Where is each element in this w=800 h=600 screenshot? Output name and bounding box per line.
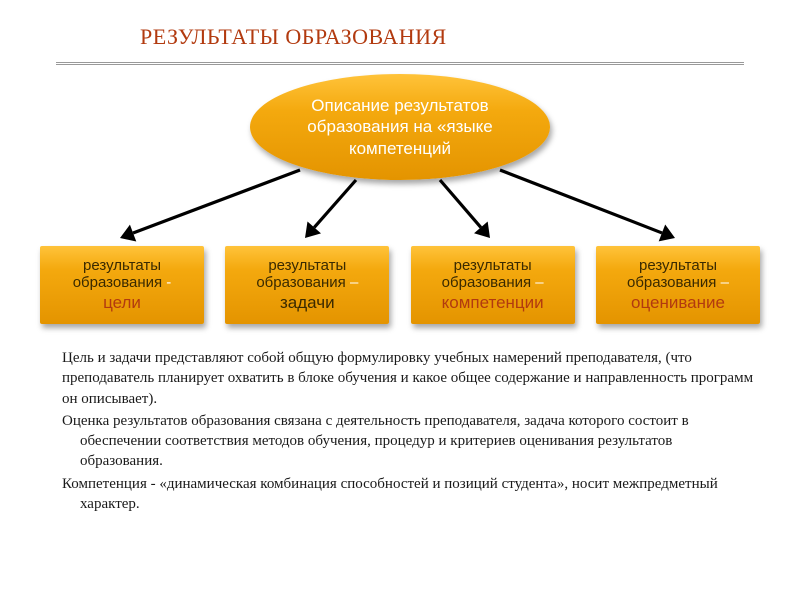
central-ellipse: Описание результатов образования на «язы…: [250, 74, 550, 180]
arrow: [120, 170, 300, 241]
body-paragraph: Оценка результатов образования связана с…: [44, 411, 756, 472]
arrow: [440, 180, 490, 238]
body-text: Цель и задачи представляют собой общую ф…: [44, 348, 756, 516]
result-box-keyword: задачи: [280, 293, 335, 313]
result-box-prefix: результаты образования –: [417, 257, 569, 291]
page-title: РЕЗУЛЬТАТЫ ОБРАЗОВАНИЯ: [140, 24, 800, 50]
title-area: РЕЗУЛЬТАТЫ ОБРАЗОВАНИЯ: [0, 0, 800, 56]
arrow: [305, 180, 356, 238]
result-boxes-row: результаты образования - целирезультаты …: [40, 246, 760, 324]
body-paragraph: Цель и задачи представляют собой общую ф…: [44, 348, 756, 409]
result-box: результаты образования – компетенции: [411, 246, 575, 324]
title-divider: [56, 62, 744, 65]
ellipse-text: Описание результатов образования на «язы…: [276, 95, 524, 159]
result-box-keyword: оценивание: [631, 293, 725, 313]
result-box: результаты образования – задачи: [225, 246, 389, 324]
result-box-keyword: компетенции: [442, 293, 544, 313]
result-box: результаты образования – оценивание: [596, 246, 760, 324]
result-box-prefix: результаты образования –: [602, 257, 754, 291]
result-box-keyword: цели: [103, 293, 141, 313]
arrow: [500, 170, 675, 241]
result-box-prefix: результаты образования –: [231, 257, 383, 291]
result-box-prefix: результаты образования -: [46, 257, 198, 291]
body-paragraph: Компетенция - «динамическая комбинация с…: [44, 474, 756, 515]
result-box: результаты образования - цели: [40, 246, 204, 324]
